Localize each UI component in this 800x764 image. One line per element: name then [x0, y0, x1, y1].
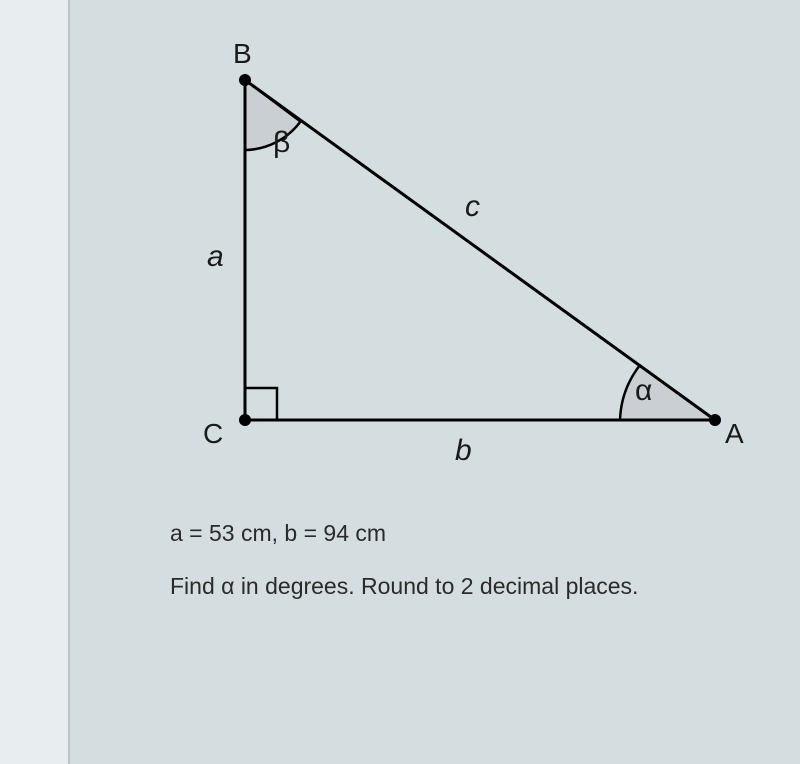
vertex-A-dot — [709, 414, 721, 426]
left-gutter — [0, 0, 70, 764]
question-line: Find α in degrees. Round to 2 decimal pl… — [170, 573, 770, 600]
side-a-label: a — [207, 240, 224, 274]
alpha-label: α — [635, 374, 652, 408]
side-c-label: c — [465, 190, 480, 224]
given-line: a = 53 cm, b = 94 cm — [170, 520, 770, 547]
vertex-B-label: B — [233, 38, 252, 70]
vertex-C-dot — [239, 414, 251, 426]
beta-label: β — [273, 126, 290, 160]
vertex-B-dot — [239, 74, 251, 86]
vertex-A-label: A — [725, 418, 744, 450]
triangle-diagram: B C A a b c β α — [125, 20, 745, 490]
content-area: B C A a b c β α a = 53 cm, b = 94 cm Fin… — [70, 0, 800, 764]
side-b-label: b — [455, 434, 472, 468]
side-c-line — [245, 80, 715, 420]
problem-text: a = 53 cm, b = 94 cm Find α in degrees. … — [170, 520, 770, 600]
vertex-C-label: C — [203, 418, 223, 450]
right-angle-square — [245, 388, 277, 420]
